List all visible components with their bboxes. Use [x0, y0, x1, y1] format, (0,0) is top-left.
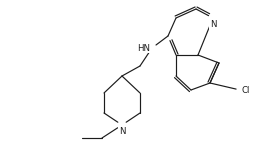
- Text: N: N: [210, 20, 216, 29]
- Text: Cl: Cl: [242, 85, 250, 95]
- Text: N: N: [119, 127, 125, 136]
- Text: HN: HN: [137, 43, 150, 52]
